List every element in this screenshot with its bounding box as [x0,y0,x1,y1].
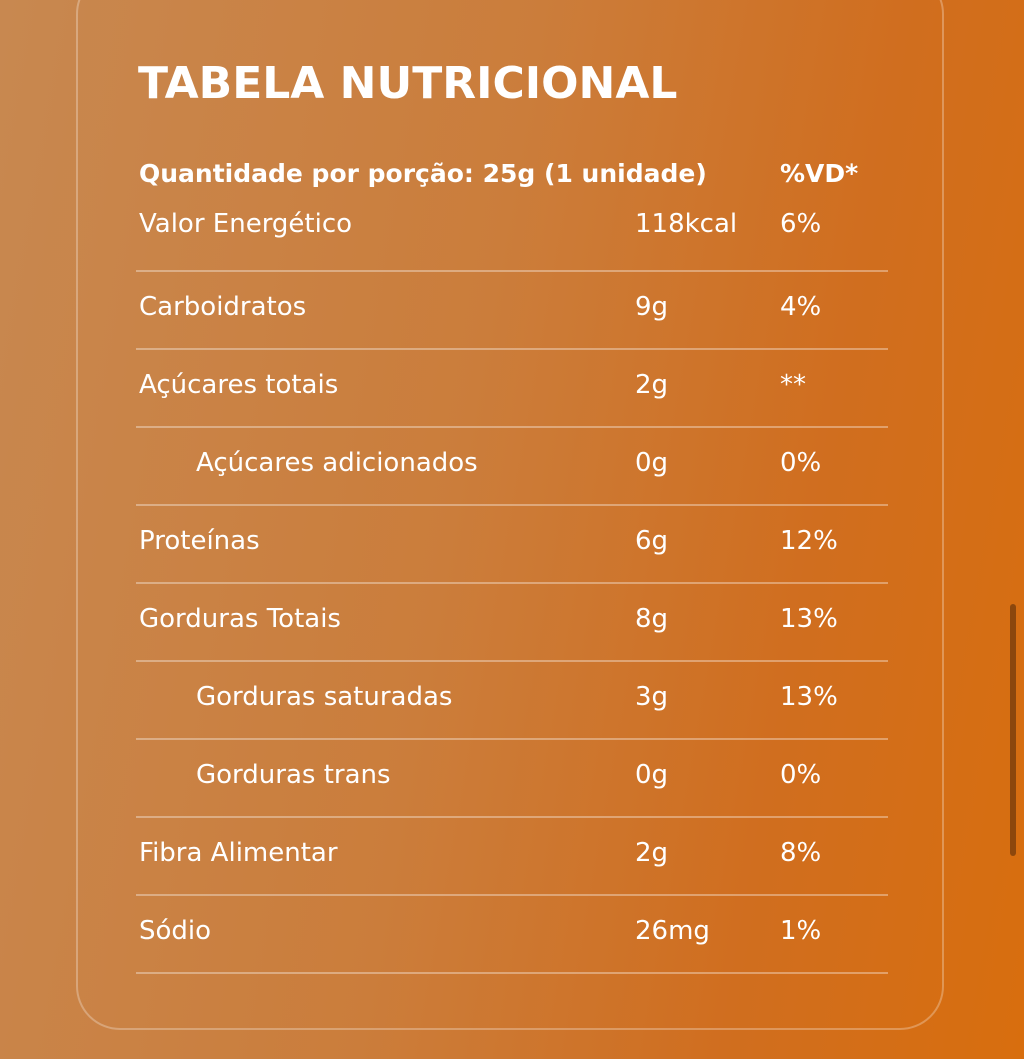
nutrient-daily-value: 12% [780,526,838,556]
nutrient-daily-value: ** [780,370,806,400]
nutrient-quantity: 2g [635,370,669,400]
nutrient-name: Gorduras Totais [139,604,341,634]
nutrient-name: Gorduras trans [196,760,391,790]
nutrition-table: Quantidade por porção: 25g (1 unidade) %… [136,150,888,974]
nutrient-quantity: 2g [635,838,669,868]
nutrient-daily-value: 4% [780,292,822,322]
table-row: Valor Energético 118kcal 6% [136,198,888,272]
nutrient-daily-value: 8% [780,838,822,868]
nutrient-quantity: 26mg [635,916,710,946]
nutrient-quantity: 9g [635,292,669,322]
nutrient-name: Açúcares adicionados [196,448,478,478]
nutrient-daily-value: 13% [780,604,838,634]
scrollbar[interactable] [1010,604,1016,856]
table-row: Gorduras Totais 8g 13% [136,584,888,662]
nutrient-quantity: 0g [635,760,669,790]
nutrient-quantity: 3g [635,682,669,712]
nutrient-name: Proteínas [139,526,260,556]
table-row: Fibra Alimentar 2g 8% [136,818,888,896]
serving-size-header: Quantidade por porção: 25g (1 unidade) [139,159,707,188]
nutrient-daily-value: 6% [780,209,822,239]
table-row: Proteínas 6g 12% [136,506,888,584]
nutrient-name: Valor Energético [139,209,353,239]
nutrient-quantity: 118kcal [635,209,738,239]
daily-value-header: %VD* [780,159,859,188]
nutrient-daily-value: 1% [780,916,822,946]
nutrient-daily-value: 0% [780,760,822,790]
nutrient-name: Fibra Alimentar [139,838,338,868]
nutrient-quantity: 0g [635,448,669,478]
table-row: Gorduras saturadas 3g 13% [136,662,888,740]
nutrient-name: Açúcares totais [139,370,339,400]
nutrient-quantity: 8g [635,604,669,634]
table-row: Carboidratos 9g 4% [136,272,888,350]
table-header: Quantidade por porção: 25g (1 unidade) %… [136,150,888,198]
nutrient-daily-value: 0% [780,448,822,478]
nutrient-name: Carboidratos [139,292,307,322]
nutrition-card [76,0,944,1030]
nutrient-daily-value: 13% [780,682,838,712]
nutrient-quantity: 6g [635,526,669,556]
nutrient-name: Sódio [139,916,212,946]
table-row: Açúcares totais 2g ** [136,350,888,428]
table-row: Gorduras trans 0g 0% [136,740,888,818]
table-row: Sódio 26mg 1% [136,896,888,974]
page-title: TABELA NUTRICIONAL [138,58,678,109]
nutrient-name: Gorduras saturadas [196,682,453,712]
table-row: Açúcares adicionados 0g 0% [136,428,888,506]
